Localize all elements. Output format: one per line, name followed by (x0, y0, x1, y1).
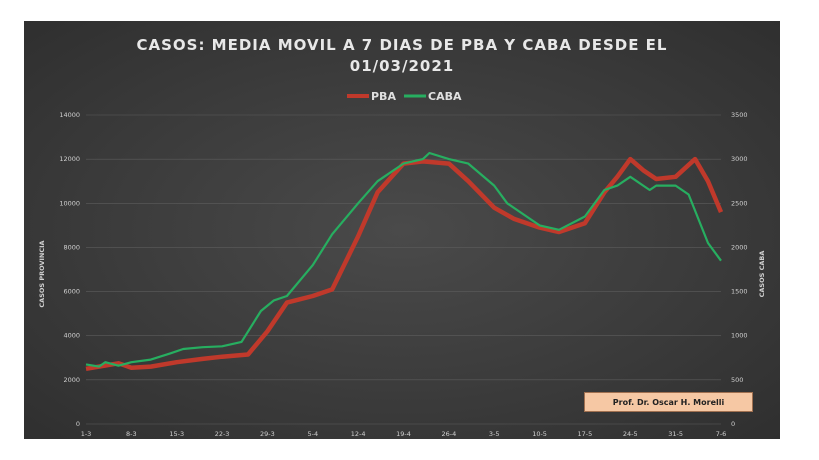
x-tick-label: 12-4 (351, 430, 366, 438)
author-credit-box: Prof. Dr. Oscar H. Morelli (584, 392, 753, 412)
y-right-tick-label: 3500 (731, 111, 748, 119)
y-left-tick-label: 2000 (63, 376, 80, 384)
chart-title-line-1: CASOS: MEDIA MOVIL A 7 DIAS DE PBA Y CAB… (136, 36, 667, 54)
x-tick-label: 1-3 (81, 430, 92, 438)
x-tick-label: 17-5 (578, 430, 593, 438)
y-left-tick-label: 10000 (59, 199, 80, 207)
y-left-ticks: 0 2000 4000 6000 8000 10000 12000 14000 (59, 111, 80, 428)
chart-title-line-2: 01/03/2021 (350, 57, 454, 75)
x-tick-label: 19-4 (396, 430, 411, 438)
y-left-tick-label: 4000 (63, 332, 80, 340)
y-left-tick-label: 12000 (59, 155, 80, 163)
series-line-caba (85, 151, 722, 368)
y-left-tick-label: 14000 (59, 111, 80, 119)
x-tick-label: 15-3 (169, 430, 184, 438)
legend-label-pba: PBA (371, 90, 396, 103)
series-line-pba (85, 156, 724, 372)
y-left-tick-label: 0 (76, 420, 80, 428)
x-tick-label: 5-4 (307, 430, 318, 438)
x-tick-label: 26-4 (441, 430, 456, 438)
y-right-tick-label: 2000 (731, 243, 748, 251)
y-right-tick-label: 500 (731, 376, 743, 384)
chart-panel: CASOS: MEDIA MOVIL A 7 DIAS DE PBA Y CAB… (24, 21, 780, 439)
x-tick-label: 22-3 (215, 430, 230, 438)
x-tick-label: 3-5 (489, 430, 500, 438)
y-left-tick-label: 8000 (63, 243, 80, 251)
y-right-tick-label: 3000 (731, 155, 748, 163)
x-tick-label: 31-5 (668, 430, 683, 438)
y-right-axis-label: CASOS CABA (758, 251, 766, 298)
chart-svg: CASOS: MEDIA MOVIL A 7 DIAS DE PBA Y CAB… (38, 36, 766, 438)
x-tick-label: 7-6 (716, 430, 727, 438)
y-right-tick-label: 1500 (731, 288, 748, 296)
y-right-tick-label: 1000 (731, 332, 748, 340)
x-tick-label: 29-3 (260, 430, 275, 438)
y-right-tick-label: 0 (731, 420, 735, 428)
y-right-tick-label: 2500 (731, 199, 748, 207)
grid (86, 114, 721, 425)
y-left-axis-label: CASOS PROVINCIA (38, 240, 46, 307)
legend-label-caba: CABA (428, 90, 462, 103)
y-left-tick-label: 6000 (63, 288, 80, 296)
legend: PBA CABA (347, 90, 462, 103)
y-right-ticks: 0 500 1000 1500 2000 2500 3000 3500 (731, 111, 748, 428)
x-tick-label: 8-3 (126, 430, 137, 438)
x-tick-label: 10-5 (532, 430, 547, 438)
x-ticks: 1-3 8-3 15-3 22-3 29-3 5-4 12-4 19-4 26-4 3-5 10-5… (81, 430, 727, 438)
x-tick-label: 24-5 (623, 430, 638, 438)
